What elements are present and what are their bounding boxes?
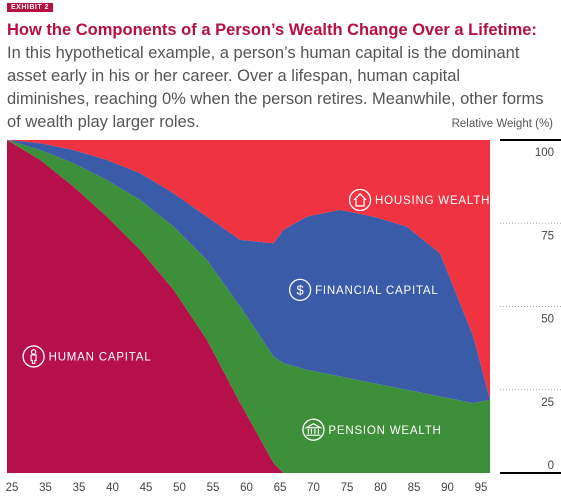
x-tick-label: 50: [173, 482, 186, 494]
area-pension-wealth: [7, 140, 490, 473]
series-label-housing-wealth: HOUSING WEALTH: [375, 195, 490, 207]
y-tick-label: 100: [535, 147, 554, 159]
series-label-financial-capital: FINANCIAL CAPITAL: [315, 285, 439, 297]
svg-text:$: $: [296, 282, 304, 297]
x-tick-label: 55: [207, 482, 220, 494]
chart-title: How the Components of a Person’s Wealth …: [7, 21, 537, 39]
x-tick-label: 70: [307, 482, 320, 494]
x-tick-label: 85: [408, 482, 421, 494]
y-tick-label: 25: [541, 397, 554, 409]
x-tick-label: 25: [6, 482, 19, 494]
x-tick-label: 90: [441, 482, 454, 494]
series-label-pension-wealth: PENSION WEALTH: [328, 425, 441, 437]
y-tick-label: 75: [541, 230, 554, 242]
x-tick-label: 35: [39, 482, 52, 494]
chart-description: In this hypothetical example, a person’s…: [7, 44, 544, 131]
area-financial-capital: [7, 140, 490, 404]
y-axis-title: Relative Weight (%): [451, 118, 553, 130]
x-tick-label: 40: [106, 482, 119, 494]
house-icon: [348, 188, 372, 212]
y-tick-label: 50: [541, 314, 554, 326]
bank-columns-icon: [302, 418, 325, 441]
exhibit-badge: EXHIBIT 2: [7, 3, 53, 12]
x-tick-label: 45: [140, 482, 153, 494]
x-tick-label: 95: [475, 482, 488, 494]
x-tick-label: 80: [374, 482, 387, 494]
person-icon: [22, 345, 45, 368]
x-tick-label: 35: [73, 482, 86, 494]
x-tick-label: 65: [274, 482, 287, 494]
chart-headline: How the Components of a Person’s Wealth …: [7, 19, 547, 134]
area-human-capital: [7, 140, 490, 473]
y-tick-label: 0: [548, 460, 554, 472]
dollar-bag-icon: $: [288, 278, 312, 302]
x-tick-label: 75: [341, 482, 354, 494]
x-tick-label: 60: [240, 482, 253, 494]
series-label-human-capital: HUMAN CAPITAL: [49, 352, 152, 364]
